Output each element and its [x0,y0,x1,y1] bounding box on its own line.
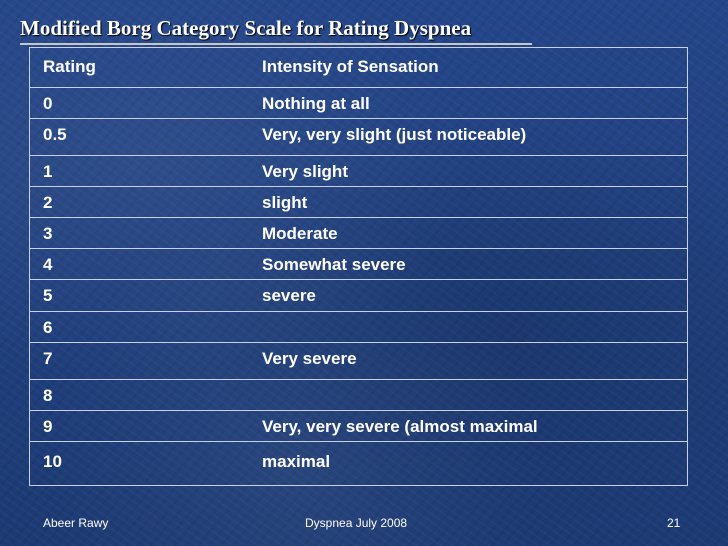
footer-event: Dyspnea July 2008 [305,516,408,530]
header-rating: Rating [29,47,249,88]
slide-number: 21 [667,516,681,530]
rating-cell: 10 [29,441,249,486]
rating-cell: 2 [29,186,249,218]
rating-cell: 0.5 [29,118,249,156]
table-row: 7 Very severe [29,342,688,380]
intensity-cell: Very, very severe (almost maximal [249,410,688,442]
intensity-cell [249,379,688,411]
intensity-cell: Very severe [249,342,688,380]
intensity-cell: Very, very slight (just noticeable) [249,118,688,156]
title-underline [20,43,532,45]
rating-cell: 6 [29,311,249,343]
table-row: 9 Very, very severe (almost maximal [29,410,688,442]
intensity-cell: Somewhat severe [249,248,688,280]
table-row: 6 [29,311,688,343]
rating-cell: 7 [29,342,249,380]
rating-cell: 9 [29,410,249,442]
table-row: 0.5 Very, very slight (just noticeable) [29,118,688,156]
table-row: 1 Very slight [29,155,688,187]
intensity-cell [249,311,688,343]
intensity-cell: slight [249,186,688,218]
intensity-cell: Nothing at all [249,87,688,119]
rating-cell: 0 [29,87,249,119]
intensity-cell: Moderate [249,217,688,249]
intensity-cell: severe [249,279,688,312]
table-row: 0 Nothing at all [29,87,688,119]
table-row: 2 slight [29,186,688,218]
intensity-cell: maximal [249,441,688,486]
table-header-row: Rating Intensity of Sensation [29,47,688,88]
slide-title: Modified Borg Category Scale for Rating … [20,16,472,40]
rating-cell: 5 [29,279,249,312]
footer-author: Abeer Rawy [43,516,109,530]
rating-cell: 8 [29,379,249,411]
rating-cell: 4 [29,248,249,280]
table-row: 3 Moderate [29,217,688,249]
intensity-cell: Very slight [249,155,688,187]
table-row: 10 maximal [29,441,688,486]
rating-cell: 1 [29,155,249,187]
borg-scale-table: Rating Intensity of Sensation 0 Nothing … [29,47,688,486]
table-row: 4 Somewhat severe [29,248,688,280]
rating-cell: 3 [29,217,249,249]
table-row: 8 [29,379,688,411]
header-intensity: Intensity of Sensation [249,47,688,88]
table-row: 5 severe [29,279,688,312]
